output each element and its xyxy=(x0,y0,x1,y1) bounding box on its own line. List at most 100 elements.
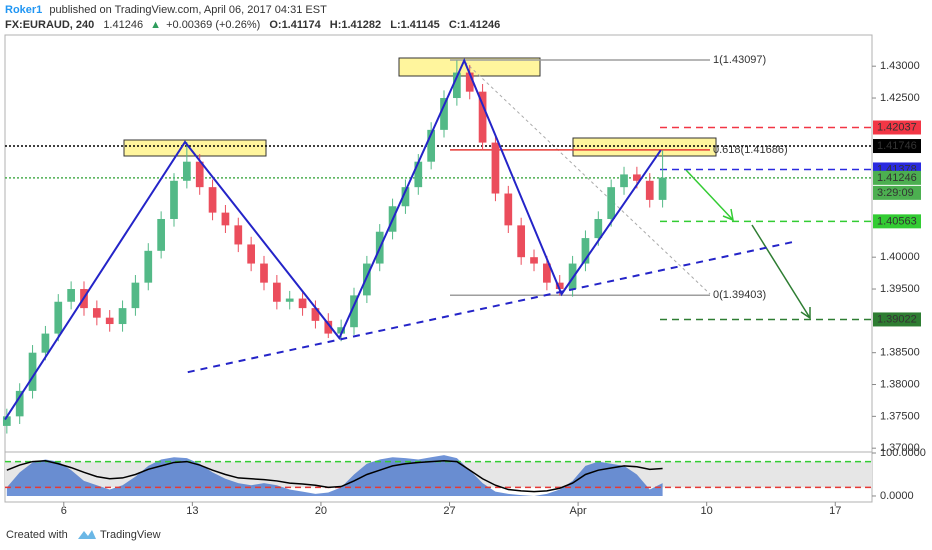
candle-body xyxy=(414,161,423,188)
candle-body xyxy=(144,250,153,283)
indicator-line xyxy=(6,459,663,493)
candle-body xyxy=(41,333,50,353)
indicator-tick-label: 100.0000 xyxy=(880,447,926,459)
logo xyxy=(78,530,96,539)
fib-diagonal xyxy=(464,61,711,295)
y-tick-label: 1.37500 xyxy=(880,410,920,422)
candle-body xyxy=(453,72,461,99)
close: C:1.41246 xyxy=(449,19,500,31)
countdown: 3:29:09 xyxy=(877,187,914,199)
fib-label: 0.618(1.41686) xyxy=(713,144,788,156)
x-tick-label: 6 xyxy=(61,505,67,517)
level-label: 1.39022 xyxy=(877,313,917,325)
candle-body xyxy=(131,282,140,309)
author: Roker1 xyxy=(5,4,42,16)
fib-label: 1(1.43097) xyxy=(713,54,766,66)
candle-body xyxy=(195,161,204,188)
candle-body xyxy=(633,174,641,181)
candle-body xyxy=(170,180,178,219)
x-tick-label: 10 xyxy=(701,505,713,517)
candle-body xyxy=(607,187,616,219)
level-label: 1.40563 xyxy=(877,215,917,227)
candle-body xyxy=(298,298,307,309)
published: published on TradingView.com, April 06, … xyxy=(49,4,327,16)
change: +0.00369 (+0.26%) xyxy=(166,19,260,31)
last: 1.41246 xyxy=(103,19,143,31)
low: L:1.41145 xyxy=(390,19,440,31)
candle-body xyxy=(478,91,487,143)
level-label: 1.41246 xyxy=(877,172,917,184)
candle-body xyxy=(337,327,346,334)
candle-body xyxy=(645,180,654,200)
candle-body xyxy=(555,282,564,290)
fib-label: 0(1.39403) xyxy=(713,289,766,301)
open: O:1.41174 xyxy=(269,19,321,31)
candle-body xyxy=(92,308,101,318)
plot-frame xyxy=(4,34,873,503)
candle-body xyxy=(105,317,114,325)
level-tag xyxy=(873,139,921,154)
candle-body xyxy=(208,187,217,213)
candle-body xyxy=(118,308,127,325)
candle-body xyxy=(363,263,371,296)
candle-body xyxy=(491,142,500,194)
y-tick-label: 1.39500 xyxy=(880,283,920,295)
arrow-head xyxy=(722,208,734,222)
y-tick-label: 1.38500 xyxy=(880,347,920,359)
quote-line: FX:EURAUD, 240 1.41246 ▲ +0.00369 (+0.26… xyxy=(5,19,500,31)
arrow-head xyxy=(800,307,811,320)
pattern-line xyxy=(4,57,662,421)
candle-body xyxy=(658,177,667,200)
candle-body xyxy=(67,289,75,302)
candle-body xyxy=(324,320,333,334)
arrow: ▲ xyxy=(150,19,161,31)
candle-body xyxy=(594,218,603,239)
candle-body xyxy=(427,129,436,162)
indicator-area xyxy=(6,455,663,496)
x-tick-label: 17 xyxy=(829,505,841,517)
y-tick-label: 1.42500 xyxy=(880,92,920,104)
candle-body xyxy=(568,263,577,290)
candle-body xyxy=(272,282,281,302)
level-tag xyxy=(873,170,921,185)
candle-body xyxy=(285,298,294,302)
candle-body xyxy=(504,193,513,226)
level-tag xyxy=(873,214,921,229)
zone-box xyxy=(572,137,717,157)
candle-body xyxy=(581,238,590,264)
x-tick-label: 27 xyxy=(443,505,455,517)
footer-text: Created with xyxy=(6,529,68,541)
x-tick-label: Apr xyxy=(570,505,587,517)
candle-body xyxy=(517,225,526,258)
candle-body xyxy=(54,301,63,334)
candle-body xyxy=(260,263,268,283)
footer-brand: TradingView xyxy=(100,529,161,541)
y-tick-label: 1.37000 xyxy=(880,442,920,454)
arrow xyxy=(751,224,811,319)
candle-body xyxy=(401,187,410,207)
candle-body xyxy=(247,244,255,264)
candle-body xyxy=(234,225,243,245)
symbol: FX:EURAUD, 240 xyxy=(5,19,94,31)
candle-body xyxy=(543,263,551,283)
candle-body xyxy=(15,390,24,417)
indicator-tick-label: 0.0000 xyxy=(880,490,914,502)
level-label: 1.42037 xyxy=(877,121,917,133)
candle-body xyxy=(311,308,320,321)
x-tick-label: 20 xyxy=(315,505,327,517)
candle-body xyxy=(221,212,230,226)
candle-body xyxy=(28,352,37,391)
candle-body xyxy=(620,174,628,188)
level-tag xyxy=(873,120,921,135)
y-tick-label: 1.38000 xyxy=(880,378,920,390)
y-tick-label: 1.40000 xyxy=(880,251,920,263)
high: H:1.41282 xyxy=(330,19,381,31)
level-tag xyxy=(873,312,921,327)
candle-body xyxy=(440,98,448,130)
level-label: 1.41746 xyxy=(877,140,917,152)
x-tick-label: 13 xyxy=(186,505,198,517)
candle-body xyxy=(350,295,358,328)
countdown-tag xyxy=(873,185,921,200)
